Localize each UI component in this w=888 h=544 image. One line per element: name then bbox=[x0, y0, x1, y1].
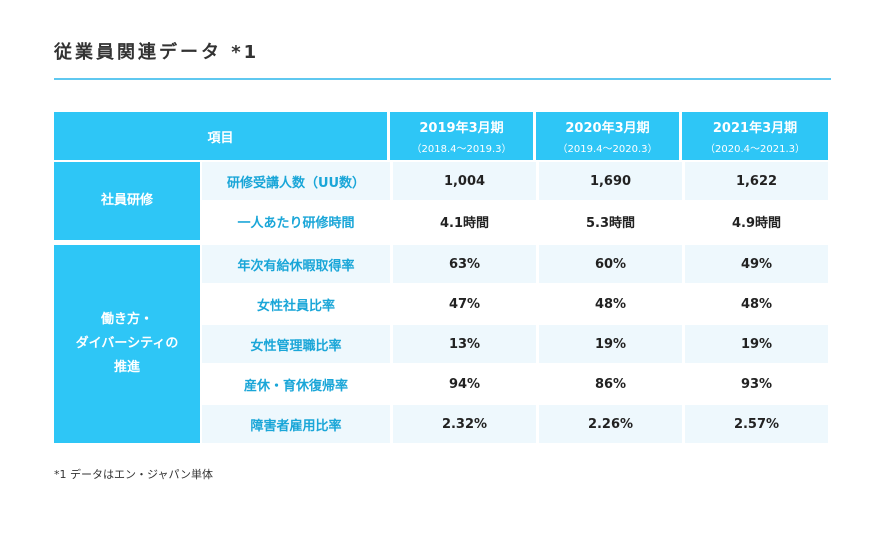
cell-value: 4.1時間 bbox=[390, 202, 537, 242]
header-item-label: 項目 bbox=[207, 130, 234, 146]
table-row: 一人あたり研修時間 4.1時間 5.3時間 4.9時間 bbox=[54, 202, 829, 242]
cell-value: 19% bbox=[536, 325, 683, 365]
cell-value: 60% bbox=[536, 242, 683, 285]
table-row: 女性管理職比率 13% 19% 19% bbox=[54, 325, 829, 365]
title-divider bbox=[54, 78, 831, 80]
employee-data-table: 項目 2019年3月期 （2018.4～2019.3） 2020年3月期 （20… bbox=[54, 112, 829, 445]
table-row: 女性社員比率 47% 48% 48% bbox=[54, 285, 829, 325]
cell-value: 5.3時間 bbox=[536, 202, 683, 242]
header-year-2021: 2021年3月期 （2020.4～2021.3） bbox=[682, 112, 829, 162]
cell-value: 1,622 bbox=[682, 162, 829, 202]
cell-value: 48% bbox=[536, 285, 683, 325]
header-year-label: 2019年3月期 bbox=[419, 121, 504, 136]
table-row: 産休・育休復帰率 94% 86% 93% bbox=[54, 365, 829, 405]
cell-value: 48% bbox=[682, 285, 829, 325]
cell-value: 94% bbox=[390, 365, 537, 405]
table-row: 働き方・ ダイバーシティの 推進 年次有給休暇取得率 63% 60% 49% bbox=[54, 242, 829, 445]
table-header-row: 項目 2019年3月期 （2018.4～2019.3） 2020年3月期 （20… bbox=[54, 112, 829, 162]
header-year-range: （2020.4～2021.3） bbox=[705, 144, 805, 155]
header-year-2020: 2020年3月期 （2019.4～2020.3） bbox=[536, 112, 683, 162]
cell-value: 93% bbox=[682, 365, 829, 405]
row-label: 障害者雇用比率 bbox=[202, 405, 391, 445]
row-label: 一人あたり研修時間 bbox=[202, 202, 391, 242]
cell-value: 86% bbox=[536, 365, 683, 405]
cell-value: 2.26% bbox=[536, 405, 683, 445]
row-label: 年次有給休暇取得率 bbox=[202, 242, 391, 285]
cell-value: 47% bbox=[390, 285, 537, 325]
row-label: 女性管理職比率 bbox=[202, 325, 391, 365]
page-title: 従業員関連データ *1 bbox=[54, 42, 260, 63]
table-row: 社員研修 研修受講人数（UU数） 1,004 1,690 1,622 bbox=[54, 162, 829, 242]
category-line: 働き方・ bbox=[100, 312, 153, 327]
category-workstyle-diversity: 働き方・ ダイバーシティの 推進 bbox=[54, 242, 202, 445]
header-year-range: （2019.4～2020.3） bbox=[557, 144, 658, 155]
category-training: 社員研修 bbox=[54, 162, 202, 242]
cell-value: 1,004 bbox=[390, 162, 537, 202]
header-year-label: 2020年3月期 bbox=[565, 121, 650, 136]
header-year-label: 2021年3月期 bbox=[712, 121, 798, 136]
cell-value: 4.9時間 bbox=[682, 202, 829, 242]
footnote: *1 データはエン・ジャパン単体 bbox=[54, 468, 213, 481]
cell-value: 49% bbox=[682, 242, 829, 285]
cell-value: 2.32% bbox=[390, 405, 537, 445]
cell-value: 1,690 bbox=[536, 162, 683, 202]
category-line: ダイバーシティの bbox=[75, 336, 179, 351]
category-line: 推進 bbox=[113, 360, 140, 375]
row-label: 女性社員比率 bbox=[202, 285, 391, 325]
header-year-2019: 2019年3月期 （2018.4～2019.3） bbox=[390, 112, 537, 162]
cell-value: 2.57% bbox=[682, 405, 829, 445]
cell-value: 13% bbox=[390, 325, 537, 365]
cell-value: 63% bbox=[390, 242, 537, 285]
cell-value: 19% bbox=[682, 325, 829, 365]
table-row: 障害者雇用比率 2.32% 2.26% 2.57% bbox=[54, 405, 829, 445]
header-year-range: （2018.4～2019.3） bbox=[411, 144, 512, 155]
row-label: 研修受講人数（UU数） bbox=[202, 162, 391, 202]
row-label: 産休・育休復帰率 bbox=[202, 365, 391, 405]
header-item: 項目 bbox=[54, 112, 391, 162]
